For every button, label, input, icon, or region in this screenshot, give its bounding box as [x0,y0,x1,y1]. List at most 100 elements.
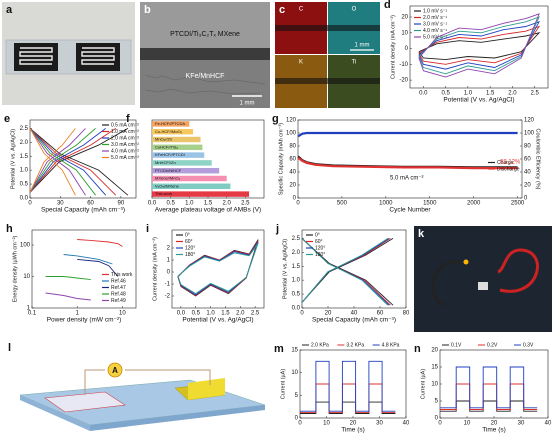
panel-label: j [275,223,279,235]
series-line [300,360,396,412]
x-tick-label: 10 [323,421,330,427]
y-tick-label: 2.5 [20,126,29,132]
x-tick-label: 60 [87,201,94,207]
series-line [297,131,518,138]
y-axis-label: Energy density (µWh cm⁻²) [12,236,18,303]
panel-label: k [418,228,425,240]
y2-tick-label: 80 [524,144,531,150]
bar [152,128,194,135]
legend-label: 3.2 KPa [346,342,364,348]
x-tick-label: 1.5 [221,311,230,317]
y-tick-label: -1 [165,282,171,288]
bar-label: MnHCF//Zn [155,160,176,165]
y-tick-label: -10 [399,62,408,68]
plot-frame [297,119,523,199]
x-tick-label: 1 [76,311,80,317]
legend-label: 3.0 mA cm⁻² [111,142,139,148]
bar-label: Fe-HCF//PTCDA [155,121,185,126]
legend-label: Charge [497,160,514,166]
bar [152,160,212,166]
panel-label: i [146,223,149,235]
series-line [177,239,259,297]
y-tick-label: 0.5 [20,182,29,188]
series-line [418,13,540,78]
panel-label: c [279,4,285,16]
y-tick-label: 1.5 [20,154,29,160]
y-tick-label: 1.0 [292,278,301,284]
bar [152,144,203,151]
x-axis-label: Special Capacity (mAh cm⁻³) [312,317,396,324]
x-axis-label: Potential (V vs. Ag/AgCl) [182,317,253,324]
series-line [177,241,259,296]
y2-tick-label: 120 [524,118,535,124]
legend-label: 1.0 mA cm⁻² [111,129,139,135]
sem-label: PTCDI/Ti₃C₂Tₓ MXene [170,31,240,38]
series-line [418,16,540,75]
legend-label: 2.0 KPa [311,342,329,348]
x-tick-label: 2.5 [241,201,250,207]
y-tick-label: 0 [295,416,299,422]
map-label: Ti [352,60,357,66]
series-line [301,238,394,306]
annotation: 88.12% [500,160,521,166]
x-tick-label: 10 [119,311,126,317]
x-tick-label: 0.5 [441,91,450,97]
x-tick-label: 1000 [379,201,393,207]
x-tick-label: 20 [350,421,357,427]
legend-label: 180° [315,252,325,258]
x-tick-label: 1500 [423,201,437,207]
series-line [300,401,396,414]
legend-label: 0.5 mA cm⁻² [111,122,139,128]
y-axis-label: Current (µA) [280,369,286,400]
y-tick-label: 100 [20,243,31,249]
y-axis-label: Potential (V vs. Ag/AgCl) [10,129,16,189]
y-axis-label: Current (µA) [420,369,426,400]
panel-label: l [8,342,11,354]
series-line [77,258,119,277]
series-line [29,128,96,196]
x-tick-label: 2000 [467,201,481,207]
scale-bar-label: 1 mm [355,43,370,49]
x-tick-label: 1.0 [206,311,215,317]
photo-a: a [2,2,135,105]
y-tick-label: 0 [435,416,439,422]
panel-label: h [6,223,13,235]
y-tick-label: 0 [293,196,297,202]
panel-label: e [4,113,10,125]
x-tick-label: 40 [545,421,552,427]
panel-label: g [272,113,279,125]
x-tick-label: 0.1 [28,311,37,317]
panel-label: b [144,4,151,16]
x-tick-label: 30 [57,201,64,207]
x-tick-label: 2.5 [251,311,260,317]
x-tick-label: 1.0 [185,201,194,207]
bar-label: KFeHCF//PTCDI [155,152,185,157]
legend-label: 120° [185,245,195,251]
legend-label: 1.0 mV s⁻¹ [423,8,447,14]
bar-label: V₂O₅//MXene [155,183,180,188]
legend-label: 0.3V [523,342,534,348]
x-axis-label: Time (s) [341,427,365,434]
x-axis-label: Average plateau voltage of AMBs (V) [155,207,261,214]
y-tick-label: 0 [405,46,409,52]
bar-label: Cu-HCF//MoO₃ [155,129,183,134]
y-tick-label: 2.0 [20,140,29,146]
x-tick-label: 0.5 [166,201,175,207]
bar [152,175,227,182]
y-tick-label: 100 [286,131,297,137]
plot-frame [171,229,265,309]
bar [152,183,231,190]
x-tick-label: 2.0 [222,201,231,207]
eds-c: c C O K Ti 1 mm [275,2,380,108]
legend-label: 0.2V [487,342,498,348]
y-tick-label: 120 [286,118,297,124]
series-line [177,242,259,295]
bar-label: PTCDI//NiHCF [155,168,182,173]
series-line [440,383,538,410]
y-tick-label: 20 [401,15,408,21]
bar [152,136,201,143]
y2-tick-label: 100 [524,131,535,137]
y-tick-label: 15 [431,365,438,371]
panel-label: n [414,343,421,355]
